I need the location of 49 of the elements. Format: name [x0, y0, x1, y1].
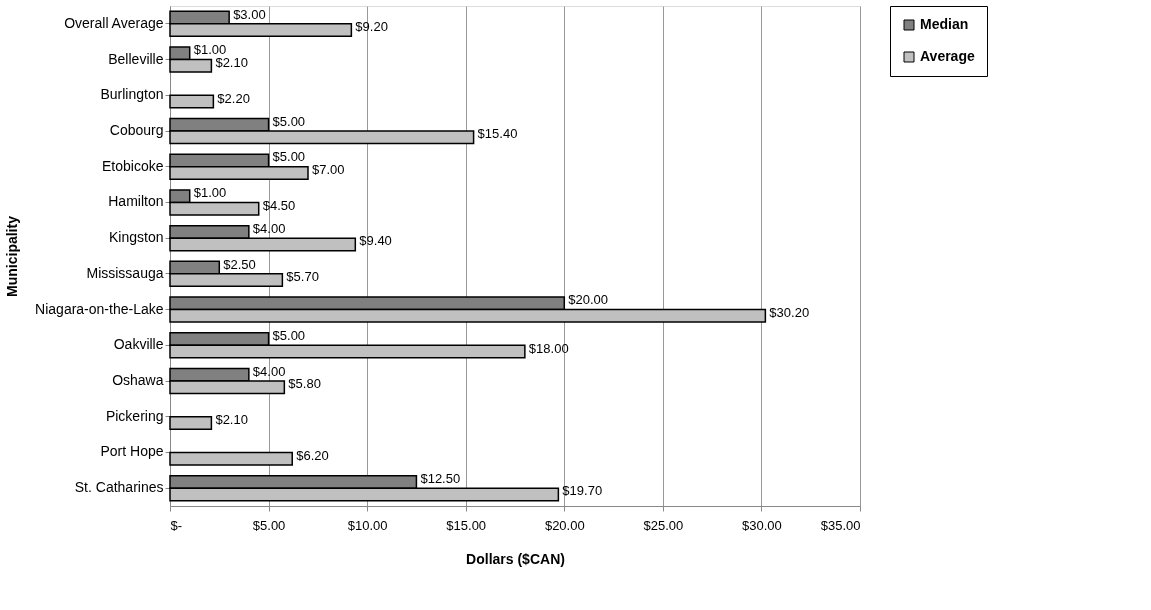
data-label: $5.70 — [286, 269, 319, 285]
y-tick-label: Etobicoke — [102, 157, 164, 174]
y-tick-label: Belleville — [108, 50, 164, 67]
data-label: $7.00 — [312, 161, 345, 177]
data-label: $2.10 — [215, 411, 248, 427]
data-label: $4.00 — [252, 220, 286, 236]
x-tick-label: $35.00 — [820, 517, 861, 533]
data-label: $5.00 — [272, 328, 306, 344]
y-tick-label: St. Catharines — [74, 479, 164, 496]
data-label: $9.40 — [359, 233, 392, 249]
x-tick-label: $5.00 — [252, 517, 286, 533]
x-tick-label: $30.00 — [742, 517, 782, 533]
y-tick-label: Burlington — [100, 86, 164, 103]
data-label: $18.00 — [528, 340, 569, 356]
y-axis-title: Municipality — [4, 215, 21, 297]
y-tick-label: Pickering — [105, 407, 164, 424]
x-tick-label: $25.00 — [643, 517, 684, 533]
y-tick-label: Overall Average — [64, 14, 164, 31]
data-label: $20.00 — [568, 292, 609, 308]
y-tick-label: Oakville — [113, 336, 164, 353]
data-label: $4.50 — [262, 197, 296, 213]
y-tick-label: Hamilton — [108, 193, 164, 210]
data-label: $5.00 — [272, 113, 306, 129]
y-tick-label: Port Hope — [100, 443, 164, 460]
x-tick-label: $- — [170, 517, 183, 533]
data-label: $12.50 — [420, 470, 461, 486]
data-label: $1.00 — [193, 185, 227, 201]
data-label: $15.40 — [477, 126, 518, 142]
x-tick-label: $20.00 — [544, 517, 585, 533]
data-label: $4.00 — [252, 363, 286, 379]
data-label: $2.20 — [217, 90, 250, 106]
legend-label: Median — [920, 16, 969, 32]
x-axis-title: Dollars ($CAN) — [466, 550, 565, 567]
data-label: $6.20 — [296, 447, 329, 463]
data-label: $30.20 — [769, 304, 810, 320]
data-label: $9.20 — [355, 19, 388, 35]
data-label: $5.00 — [272, 149, 306, 165]
y-tick-label: Mississauga — [86, 264, 164, 281]
data-label: $3.00 — [233, 6, 266, 22]
x-tick-label: $10.00 — [347, 517, 388, 533]
x-tick-label: $15.00 — [446, 517, 487, 533]
y-tick-label: Oshawa — [112, 372, 164, 388]
y-tick-label: Cobourg — [109, 122, 164, 138]
y-tick-label: Niagara-on-the-Lake — [35, 300, 164, 317]
data-label: $2.50 — [223, 256, 256, 272]
data-label: $5.80 — [288, 376, 321, 392]
legend-label: Average — [920, 48, 975, 64]
data-label: $19.70 — [562, 483, 603, 499]
y-tick-label: Kingston — [109, 229, 164, 246]
